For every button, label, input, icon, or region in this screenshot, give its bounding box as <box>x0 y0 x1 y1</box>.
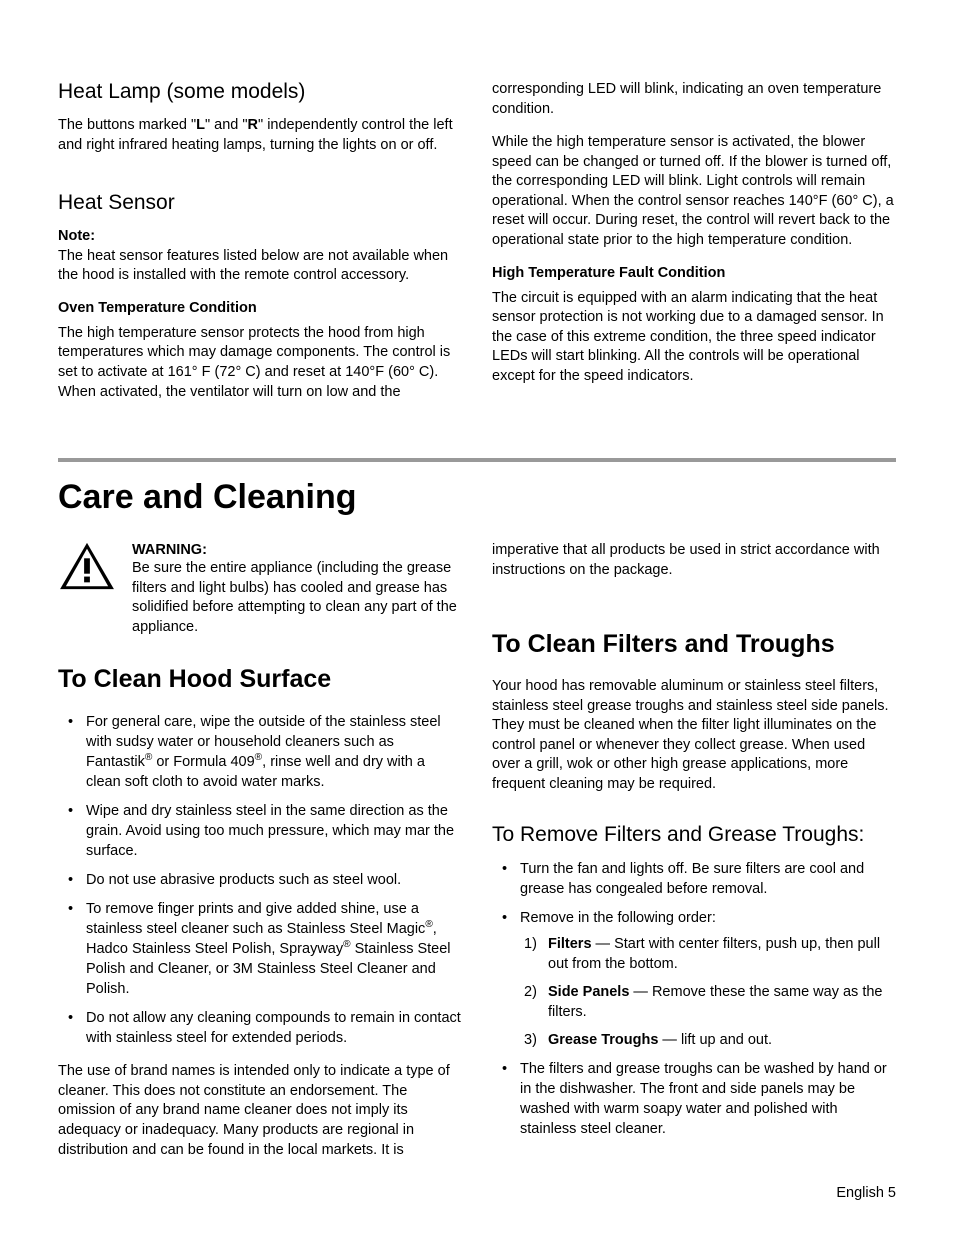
top-section: Heat Lamp (some models) The buttons mark… <box>58 80 896 416</box>
col-r-p1: corresponding LED will blink, indicating… <box>492 80 896 119</box>
list-item: 1)Filters — Start with center filters, p… <box>520 934 896 974</box>
oven-temp-label: Oven Temperature Condition <box>58 300 462 316</box>
top-left-col: Heat Lamp (some models) The buttons mark… <box>58 80 462 416</box>
remove-order-list: 1)Filters — Start with center filters, p… <box>520 934 896 1050</box>
clean-filters-title: To Clean Filters and Troughs <box>492 630 896 659</box>
list-item: Turn the fan and lights off. Be sure fil… <box>492 859 896 899</box>
list-item: Do not allow any cleaning compounds to r… <box>58 1008 462 1048</box>
list-item: Remove in the following order: 1)Filters… <box>492 908 896 1050</box>
list-item: For general care, wipe the outside of th… <box>58 712 462 792</box>
care-cleaning-title: Care and Cleaning <box>58 478 896 517</box>
list-item: Wipe and dry stainless steel in the same… <box>58 801 462 861</box>
col-r-p2: While the high temperature sensor is act… <box>492 133 896 250</box>
list-item: 3)Grease Troughs — lift up and out. <box>520 1030 896 1050</box>
care-section: WARNING: Be sure the entire appliance (i… <box>58 541 896 1174</box>
warning-block: WARNING: Be sure the entire appliance (i… <box>58 541 462 637</box>
warning-text: WARNING: Be sure the entire appliance (i… <box>132 541 462 637</box>
list-item: Do not use abrasive products such as ste… <box>58 870 462 890</box>
warning-icon <box>58 541 116 591</box>
hood-surface-list: For general care, wipe the outside of th… <box>58 712 462 1048</box>
remove-filters-title: To Remove Filters and Grease Troughs: <box>492 823 896 847</box>
heat-sensor-title: Heat Sensor <box>58 191 462 215</box>
oven-temp-body: The high temperature sensor protects the… <box>58 324 462 402</box>
list-item: To remove finger prints and give added s… <box>58 899 462 999</box>
high-temp-fault-label: High Temperature Fault Condition <box>492 265 896 281</box>
heat-sensor-note: Note: The heat sensor features listed be… <box>58 227 462 286</box>
high-temp-fault-body: The circuit is equipped with an alarm in… <box>492 289 896 387</box>
care-right-col: imperative that all products be used in … <box>492 541 896 1174</box>
top-right-col: corresponding LED will blink, indicating… <box>492 80 896 416</box>
list-item: The filters and grease troughs can be wa… <box>492 1059 896 1139</box>
list-item: 2)Side Panels — Remove these the same wa… <box>520 982 896 1022</box>
section-divider <box>58 458 896 462</box>
clean-hood-title: To Clean Hood Surface <box>58 665 462 694</box>
page-footer: English 5 <box>836 1185 896 1201</box>
continuation-text: imperative that all products be used in … <box>492 541 896 580</box>
heat-lamp-body: The buttons marked "L" and "R" independe… <box>58 116 462 155</box>
heat-lamp-title: Heat Lamp (some models) <box>58 80 462 104</box>
care-left-col: WARNING: Be sure the entire appliance (i… <box>58 541 462 1174</box>
filters-intro: Your hood has removable aluminum or stai… <box>492 677 896 794</box>
brand-footnote: The use of brand names is intended only … <box>58 1062 462 1160</box>
remove-filters-list: Turn the fan and lights off. Be sure fil… <box>492 859 896 1139</box>
